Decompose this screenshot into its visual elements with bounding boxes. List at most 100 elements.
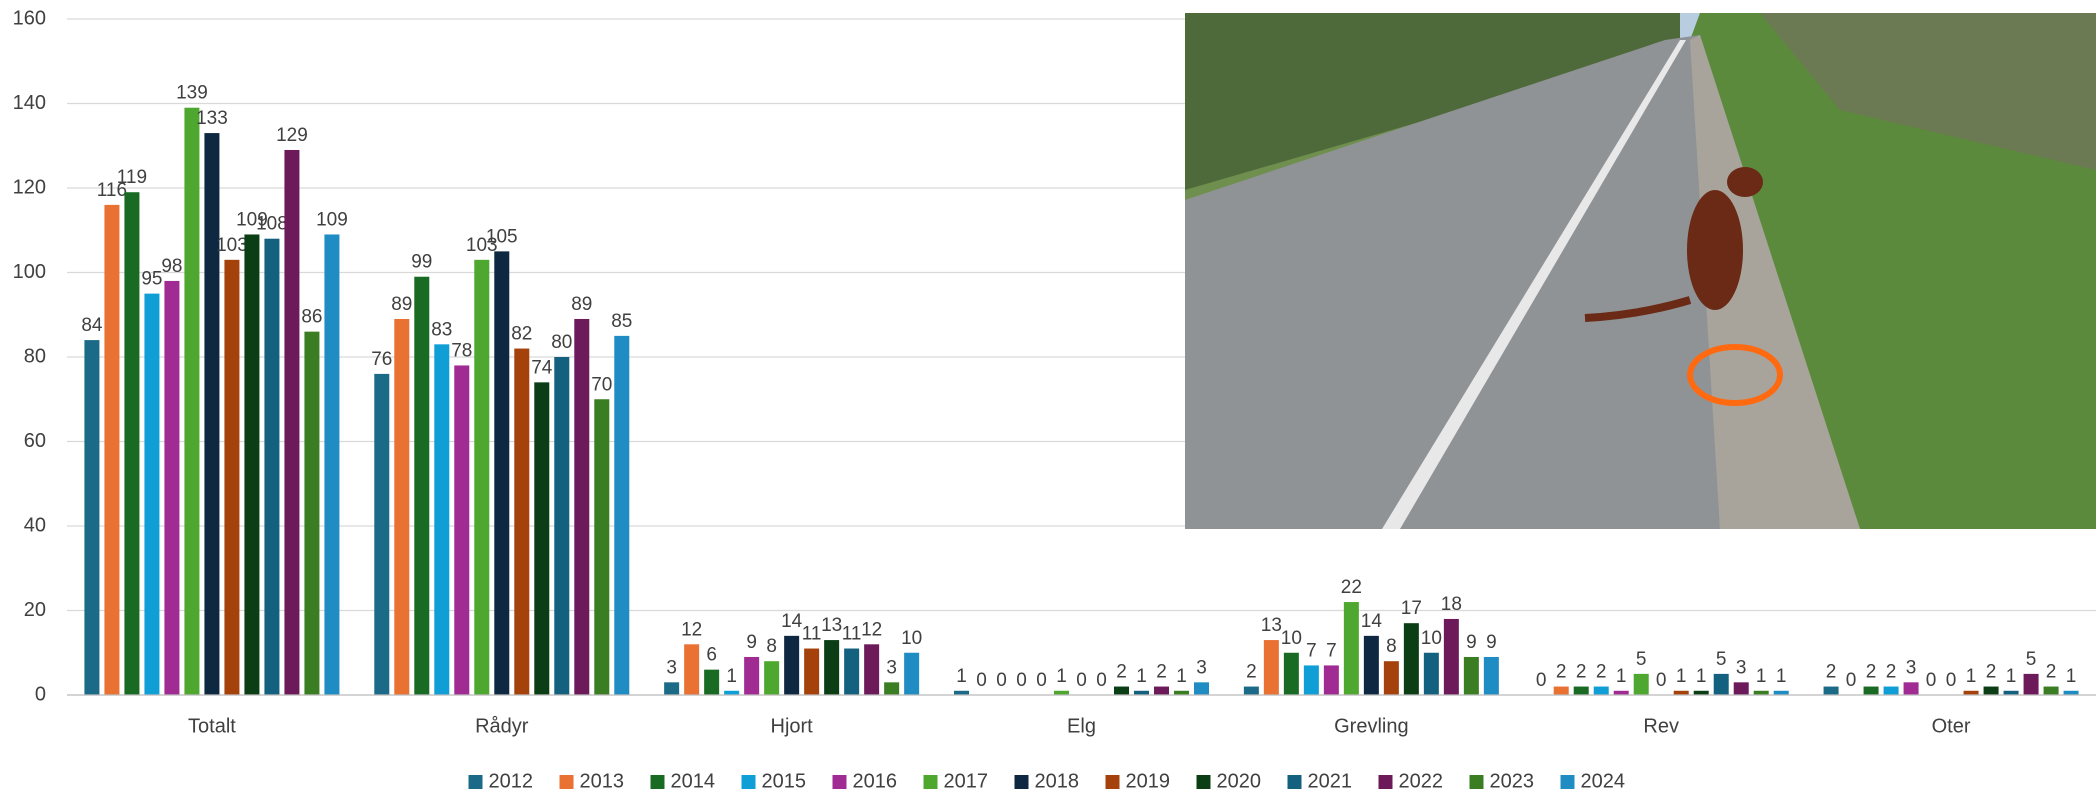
value-label: 3 <box>1736 657 1747 678</box>
y-tick-label: 100 <box>13 261 46 283</box>
y-tick-label: 120 <box>13 176 46 198</box>
value-label: 1 <box>1776 666 1787 687</box>
bar <box>764 661 780 695</box>
bar <box>1443 618 1459 695</box>
value-label: 13 <box>1261 615 1282 636</box>
legend-swatch <box>559 775 574 789</box>
bar <box>1363 635 1379 695</box>
bar <box>1863 686 1879 695</box>
bar <box>264 238 280 695</box>
value-label: 5 <box>1716 649 1727 670</box>
value-label: 3 <box>666 657 677 678</box>
y-tick-label: 160 <box>13 7 46 29</box>
value-label: 116 <box>97 180 127 201</box>
value-label: 2 <box>1596 662 1607 683</box>
legend-swatch <box>741 775 756 789</box>
value-label: 2 <box>1116 662 1127 683</box>
value-label: 1 <box>726 666 737 687</box>
y-tick-label: 80 <box>24 345 46 367</box>
legend-swatch <box>468 775 483 789</box>
x-tick-label: Hjort <box>771 715 814 737</box>
value-label: 14 <box>1361 611 1383 632</box>
bar <box>514 348 530 695</box>
value-label: 2 <box>1866 662 1877 683</box>
bar <box>1463 656 1479 695</box>
value-label: 0 <box>1656 670 1667 691</box>
value-label: 85 <box>611 311 632 332</box>
value-label: 10 <box>1421 628 1442 649</box>
bar <box>1243 686 1259 695</box>
value-label: 12 <box>681 619 702 640</box>
value-label: 98 <box>161 256 182 277</box>
bar <box>1983 686 1999 695</box>
bar <box>414 276 430 695</box>
bar <box>1383 661 1399 695</box>
bar <box>1753 690 1769 695</box>
legend-swatch <box>1014 775 1029 789</box>
bar <box>374 373 390 695</box>
value-label: 2 <box>1246 662 1257 683</box>
bar <box>1733 682 1749 695</box>
bar <box>324 234 340 695</box>
value-label: 22 <box>1341 577 1362 598</box>
bar <box>884 682 900 695</box>
bar <box>494 251 510 695</box>
bar <box>2023 673 2039 695</box>
bar <box>1963 690 1979 695</box>
value-label: 0 <box>976 670 987 691</box>
value-label: 2 <box>1576 662 1587 683</box>
bar <box>1553 686 1569 695</box>
bar <box>594 399 610 695</box>
bar <box>1673 690 1689 695</box>
value-label: 17 <box>1401 598 1422 619</box>
bar <box>394 318 410 695</box>
bar <box>244 234 260 695</box>
value-label: 1 <box>1136 666 1147 687</box>
y-tick-label: 20 <box>24 599 46 621</box>
bar <box>124 192 140 695</box>
legend-label: 2018 <box>1035 770 1080 792</box>
bar <box>1423 652 1439 695</box>
value-label: 18 <box>1441 594 1462 615</box>
road <box>1185 35 1720 529</box>
x-tick-label: Rådyr <box>475 715 529 737</box>
value-label: 9 <box>746 632 757 653</box>
legend-label: 2012 <box>489 770 534 792</box>
legend-label: 2017 <box>944 770 989 792</box>
value-label: 7 <box>1306 640 1317 661</box>
value-label: 133 <box>196 108 228 129</box>
bar <box>574 318 590 695</box>
value-label: 76 <box>371 349 392 370</box>
y-tick-label: 140 <box>13 92 46 114</box>
legend-swatch <box>1378 775 1393 789</box>
bar <box>1633 673 1649 695</box>
bar <box>144 293 160 695</box>
bar <box>204 133 220 695</box>
bar <box>1114 686 1129 695</box>
value-label: 3 <box>1196 657 1207 678</box>
value-label: 2 <box>1556 662 1567 683</box>
legend-label: 2014 <box>671 770 716 792</box>
x-tick-label: Totalt <box>188 715 236 737</box>
x-tick-label: Grevling <box>1334 715 1408 737</box>
bar <box>2043 686 2059 695</box>
legend-swatch <box>923 775 938 789</box>
value-label: 6 <box>706 645 717 666</box>
value-label: 74 <box>531 357 553 378</box>
value-label: 103 <box>466 235 498 256</box>
bar <box>844 648 860 695</box>
value-label: 99 <box>411 252 432 273</box>
value-label: 1 <box>1966 666 1977 687</box>
bar <box>1303 665 1319 695</box>
rock <box>1760 13 2096 170</box>
value-label: 1 <box>1056 666 1067 687</box>
bar <box>434 344 450 695</box>
bar <box>2003 690 2019 695</box>
bar <box>224 259 240 695</box>
value-label: 1 <box>1676 666 1687 687</box>
value-label: 86 <box>301 307 322 328</box>
value-label: 119 <box>117 167 147 188</box>
value-label: 105 <box>486 226 518 247</box>
bar <box>1343 602 1359 695</box>
